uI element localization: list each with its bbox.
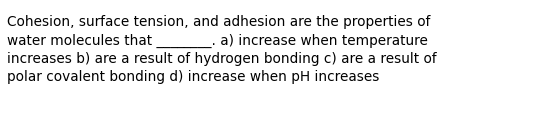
Text: Cohesion, surface tension, and adhesion are the properties of
water molecules th: Cohesion, surface tension, and adhesion … — [7, 15, 436, 84]
